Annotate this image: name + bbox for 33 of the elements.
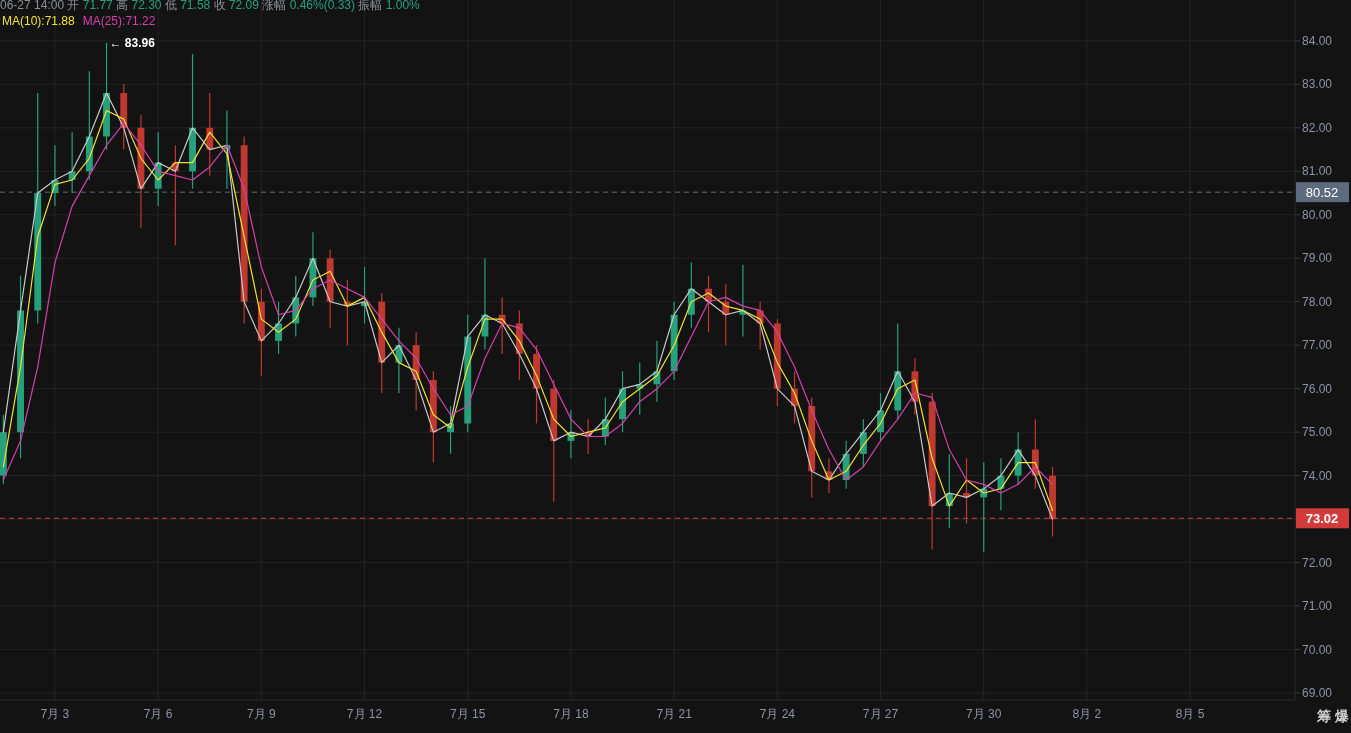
text: 筹 爆 [1316, 708, 1350, 724]
y-tick-label: 77.00 [1301, 338, 1333, 353]
y-tick-label: 79.00 [1301, 251, 1333, 266]
y-tick-label: 76.00 [1301, 381, 1333, 396]
x-tick-label: 7月 24 [759, 707, 796, 721]
x-tick-label: 7月 30 [966, 707, 1002, 721]
ref-line-label: 80.52 [1305, 185, 1339, 201]
y-tick-label: 82.00 [1301, 120, 1333, 135]
y-tick-label: 70.00 [1301, 642, 1333, 657]
x-tick-label: 7月 15 [450, 707, 486, 721]
y-tick-label: 84.00 [1301, 33, 1333, 48]
x-tick-label: 8月 2 [1072, 707, 1102, 721]
y-tick-label: 75.00 [1301, 425, 1333, 440]
annotation: ← 83.96 [109, 35, 156, 50]
x-tick-label: 8月 5 [1175, 707, 1205, 721]
y-tick-label: 81.00 [1301, 164, 1333, 179]
y-tick-label: 72.00 [1301, 555, 1333, 570]
x-tick-label: 7月 18 [553, 707, 589, 721]
candlestick [275, 301, 282, 355]
x-tick-label: 7月 12 [346, 707, 383, 721]
y-tick-label: 69.00 [1301, 686, 1333, 701]
x-tick-label: 7月 9 [247, 707, 277, 721]
y-tick-label: 80.00 [1301, 207, 1333, 222]
y-tick-label: 74.00 [1301, 468, 1333, 483]
y-tick-label: 78.00 [1301, 294, 1333, 309]
y-tick-label: 83.00 [1301, 77, 1333, 92]
y-tick-label: 71.00 [1301, 599, 1333, 614]
x-tick-label: 7月 21 [656, 707, 693, 721]
x-tick-label: 7月 6 [143, 707, 173, 721]
x-tick-label: 7月 27 [862, 707, 899, 721]
x-tick-label: 7月 3 [40, 707, 70, 721]
ref-line-label: 73.02 [1305, 511, 1339, 527]
legend: MA(10):71.88 MA(25):71.22 [2, 14, 156, 28]
